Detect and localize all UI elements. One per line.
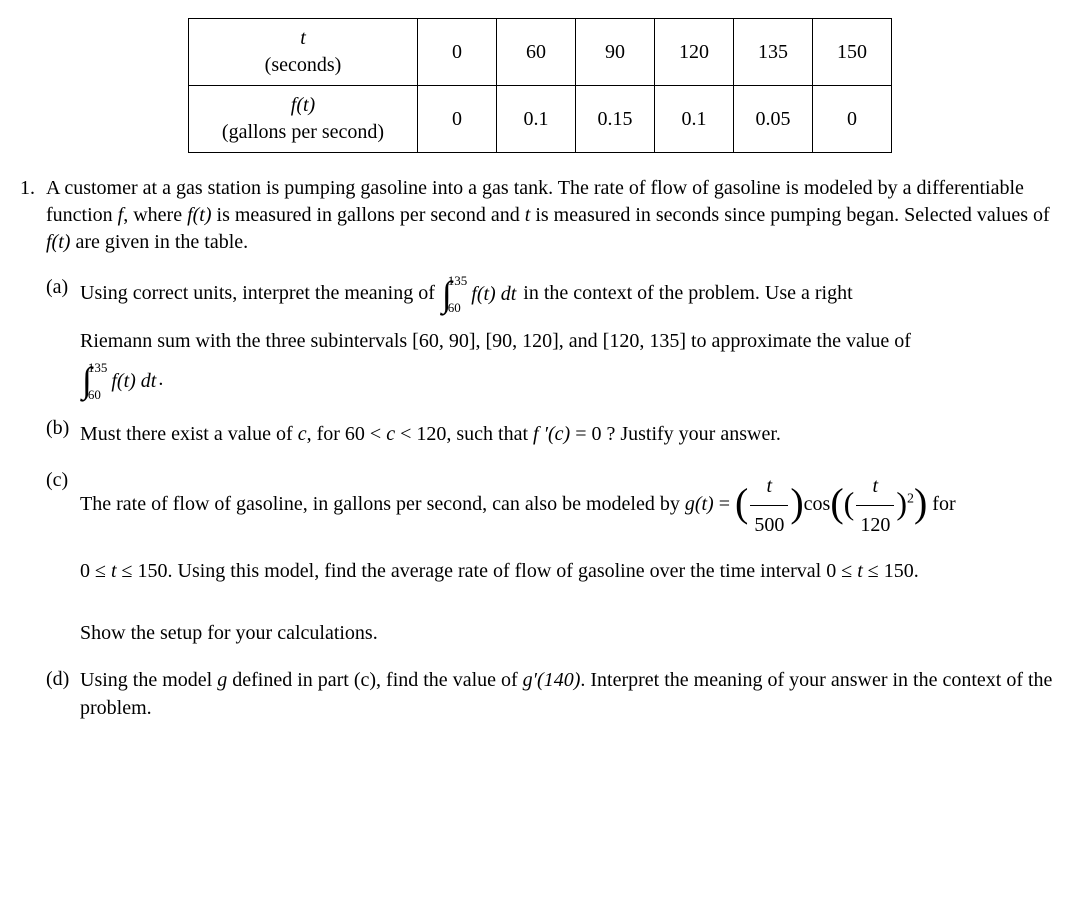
part-body: Using correct units, interpret the meani… xyxy=(80,274,1060,314)
cell: 150 xyxy=(813,19,892,86)
text: Using the model xyxy=(80,669,217,691)
text: Riemann sum with the three subintervals … xyxy=(80,330,911,352)
paren-icon: ) xyxy=(914,487,927,519)
cell: 90 xyxy=(576,19,655,86)
var-c: c xyxy=(298,423,307,445)
text: , where xyxy=(123,204,187,226)
var-ft: f(t) xyxy=(46,231,70,253)
paren-icon: ) xyxy=(896,491,907,517)
var-ft: f(t) xyxy=(291,94,315,116)
integral-symbol: ∫ xyxy=(442,280,452,309)
table-row: t (seconds) 0 60 90 120 135 150 xyxy=(189,19,892,86)
part-c: (c) The rate of flow of gasoline, in gal… xyxy=(46,467,1060,544)
var-ft: f(t) xyxy=(187,204,211,226)
text: , for 60 < xyxy=(307,423,387,445)
unit-gps: (gallons per second) xyxy=(222,121,384,143)
cell: 0 xyxy=(418,19,497,86)
paren-icon: ( xyxy=(844,491,855,517)
text: . xyxy=(158,368,163,390)
part-c-line2: 0 ≤ t ≤ 150. Using this model, find the … xyxy=(80,552,1060,590)
cell: 0.05 xyxy=(734,86,813,153)
fraction: t500 xyxy=(750,467,788,544)
text: for xyxy=(927,493,955,515)
part-label: (a) xyxy=(46,274,80,314)
integrand: f(t) dt xyxy=(471,275,516,313)
cell: 120 xyxy=(655,19,734,86)
part-a-line3: ∫ 135 60 f(t) dt . xyxy=(80,360,1060,400)
problem-number: 1. xyxy=(20,175,46,256)
cell: 0.1 xyxy=(655,86,734,153)
integral-symbol: ∫ xyxy=(82,366,92,395)
text: is measured in seconds since pumping beg… xyxy=(530,204,1049,226)
part-a: (a) Using correct units, interpret the m… xyxy=(46,274,1060,314)
text: < 120, such that xyxy=(395,423,533,445)
denominator: 500 xyxy=(750,505,788,544)
text: in the context of the problem. Use a rig… xyxy=(523,282,852,304)
part-body: The rate of flow of gasoline, in gallons… xyxy=(80,467,1060,544)
text: is measured in gallons per second and xyxy=(212,204,525,226)
data-table: t (seconds) 0 60 90 120 135 150 f(t) (ga… xyxy=(188,18,892,153)
text: Show the setup for your calculations. xyxy=(80,622,378,644)
paren-icon: ) xyxy=(790,487,803,519)
var-g: g xyxy=(217,669,227,691)
paren-icon: ( xyxy=(735,487,748,519)
cell: 135 xyxy=(734,19,813,86)
part-d: (d) Using the model g defined in part (c… xyxy=(46,666,1060,722)
g-of-t: g(t) xyxy=(685,493,714,515)
text: ≤ 150. xyxy=(863,560,919,582)
text: 0 ≤ xyxy=(80,560,111,582)
text: The rate of flow of gasoline, in gallons… xyxy=(80,493,685,515)
fraction: t120 xyxy=(856,467,894,544)
exponent: 2 xyxy=(907,491,914,506)
part-body: Using the model g defined in part (c), f… xyxy=(80,666,1060,722)
integrand: f(t) dt xyxy=(111,362,156,400)
fprime-c: f ′(c) xyxy=(533,423,570,445)
numerator: t xyxy=(750,467,788,505)
integral-icon: ∫ 135 60 f(t) dt xyxy=(442,274,516,314)
problem-intro: A customer at a gas station is pumping g… xyxy=(46,175,1060,256)
text: = 0 ? Justify your answer. xyxy=(570,423,781,445)
problem-1: 1. A customer at a gas station is pumpin… xyxy=(20,175,1060,256)
part-label: (b) xyxy=(46,415,80,453)
part-label: (c) xyxy=(46,467,80,544)
cos: cos xyxy=(804,493,831,515)
equals: = xyxy=(714,493,735,515)
numerator: t xyxy=(856,467,894,505)
text: defined in part (c), find the value of xyxy=(227,669,522,691)
part-a-line2: Riemann sum with the three subintervals … xyxy=(80,322,1060,360)
integral-icon: ∫ 135 60 f(t) dt xyxy=(82,361,156,401)
unit-seconds: (seconds) xyxy=(265,54,342,76)
denominator: 120 xyxy=(856,505,894,544)
cell: 0 xyxy=(418,86,497,153)
cell: 0.1 xyxy=(497,86,576,153)
part-c-line3: Show the setup for your calculations. xyxy=(80,614,1060,652)
text: ≤ 150. Using this model, find the averag… xyxy=(117,560,858,582)
part-b: (b) Must there exist a value of c, for 6… xyxy=(46,415,1060,453)
cell: 0 xyxy=(813,86,892,153)
var-c: c xyxy=(386,423,395,445)
var-t: t xyxy=(300,27,306,49)
text: are given in the table. xyxy=(70,231,248,253)
part-label: (d) xyxy=(46,666,80,722)
part-body: Must there exist a value of c, for 60 < … xyxy=(80,415,1060,453)
text: Must there exist a value of xyxy=(80,423,298,445)
cell: 60 xyxy=(497,19,576,86)
gprime-140: g′(140) xyxy=(523,669,581,691)
table-row: f(t) (gallons per second) 0 0.1 0.15 0.1… xyxy=(189,86,892,153)
text: Using correct units, interpret the meani… xyxy=(80,282,440,304)
cell: 0.15 xyxy=(576,86,655,153)
paren-icon: ( xyxy=(830,487,843,519)
row2-header: f(t) (gallons per second) xyxy=(189,86,418,153)
row1-header: t (seconds) xyxy=(189,19,418,86)
